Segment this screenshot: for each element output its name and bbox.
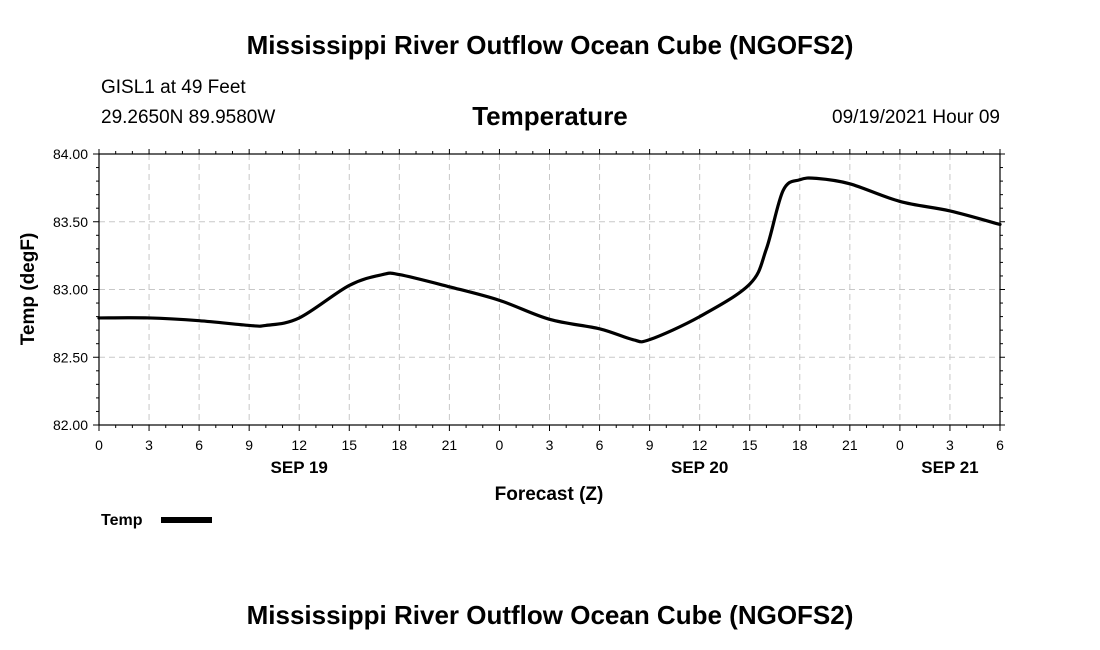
x-tick-label: 6 — [195, 437, 203, 453]
station-label: GISL1 at 49 Feet — [101, 77, 246, 98]
x-tick-label: 3 — [145, 437, 153, 453]
x-tick-label: 18 — [392, 437, 408, 453]
x-tick-label: 18 — [792, 437, 808, 453]
x-tick-label: 21 — [842, 437, 858, 453]
y-tick-label: 83.50 — [53, 214, 88, 230]
x-tick-label: 15 — [742, 437, 758, 453]
x-tick-label: 6 — [596, 437, 604, 453]
legend-label: Temp — [101, 512, 143, 529]
footer-title: Mississippi River Outflow Ocean Cube (NG… — [246, 600, 854, 630]
x-tick-label: 0 — [896, 437, 904, 453]
grid-lines — [99, 154, 1000, 425]
x-tick-label: 21 — [442, 437, 458, 453]
temp-series-line — [97, 176, 1002, 344]
forecast-time-label: 09/19/2021 Hour 09 — [832, 107, 1000, 128]
y-tick-label: 83.00 — [53, 282, 88, 298]
x-tick-label: 12 — [692, 437, 708, 453]
x-tick-label: 9 — [646, 437, 654, 453]
y-tick-label: 84.00 — [53, 146, 88, 162]
x-tick-label: 9 — [245, 437, 253, 453]
x-tick-label: 3 — [946, 437, 954, 453]
y-tick-label: 82.00 — [53, 417, 88, 433]
x-tick-label: 6 — [996, 437, 1004, 453]
date-label: SEP 21 — [921, 458, 978, 477]
date-label: SEP 20 — [671, 458, 728, 477]
x-tick-label: 0 — [496, 437, 504, 453]
x-axis-title: Forecast (Z) — [495, 484, 604, 505]
date-label: SEP 19 — [271, 458, 328, 477]
chart-title: Temperature — [472, 101, 628, 131]
x-tick-label: 0 — [95, 437, 103, 453]
y-tick-label: 82.50 — [53, 349, 88, 365]
y-axis-title: Temp (degF) — [18, 233, 39, 346]
main-title: Mississippi River Outflow Ocean Cube (NG… — [246, 30, 854, 60]
axis-labels: 0 3 6 9 12 15 18 21 0 3 6 9 12 15 18 21 0 3 6 82.00 82.50 83.… — [53, 146, 1004, 477]
coordinates-label: 29.2650N 89.9580W — [101, 107, 276, 128]
x-tick-label: 3 — [546, 437, 554, 453]
plot-frame — [98, 153, 1001, 426]
x-tick-label: 12 — [291, 437, 307, 453]
x-tick-label: 15 — [341, 437, 357, 453]
